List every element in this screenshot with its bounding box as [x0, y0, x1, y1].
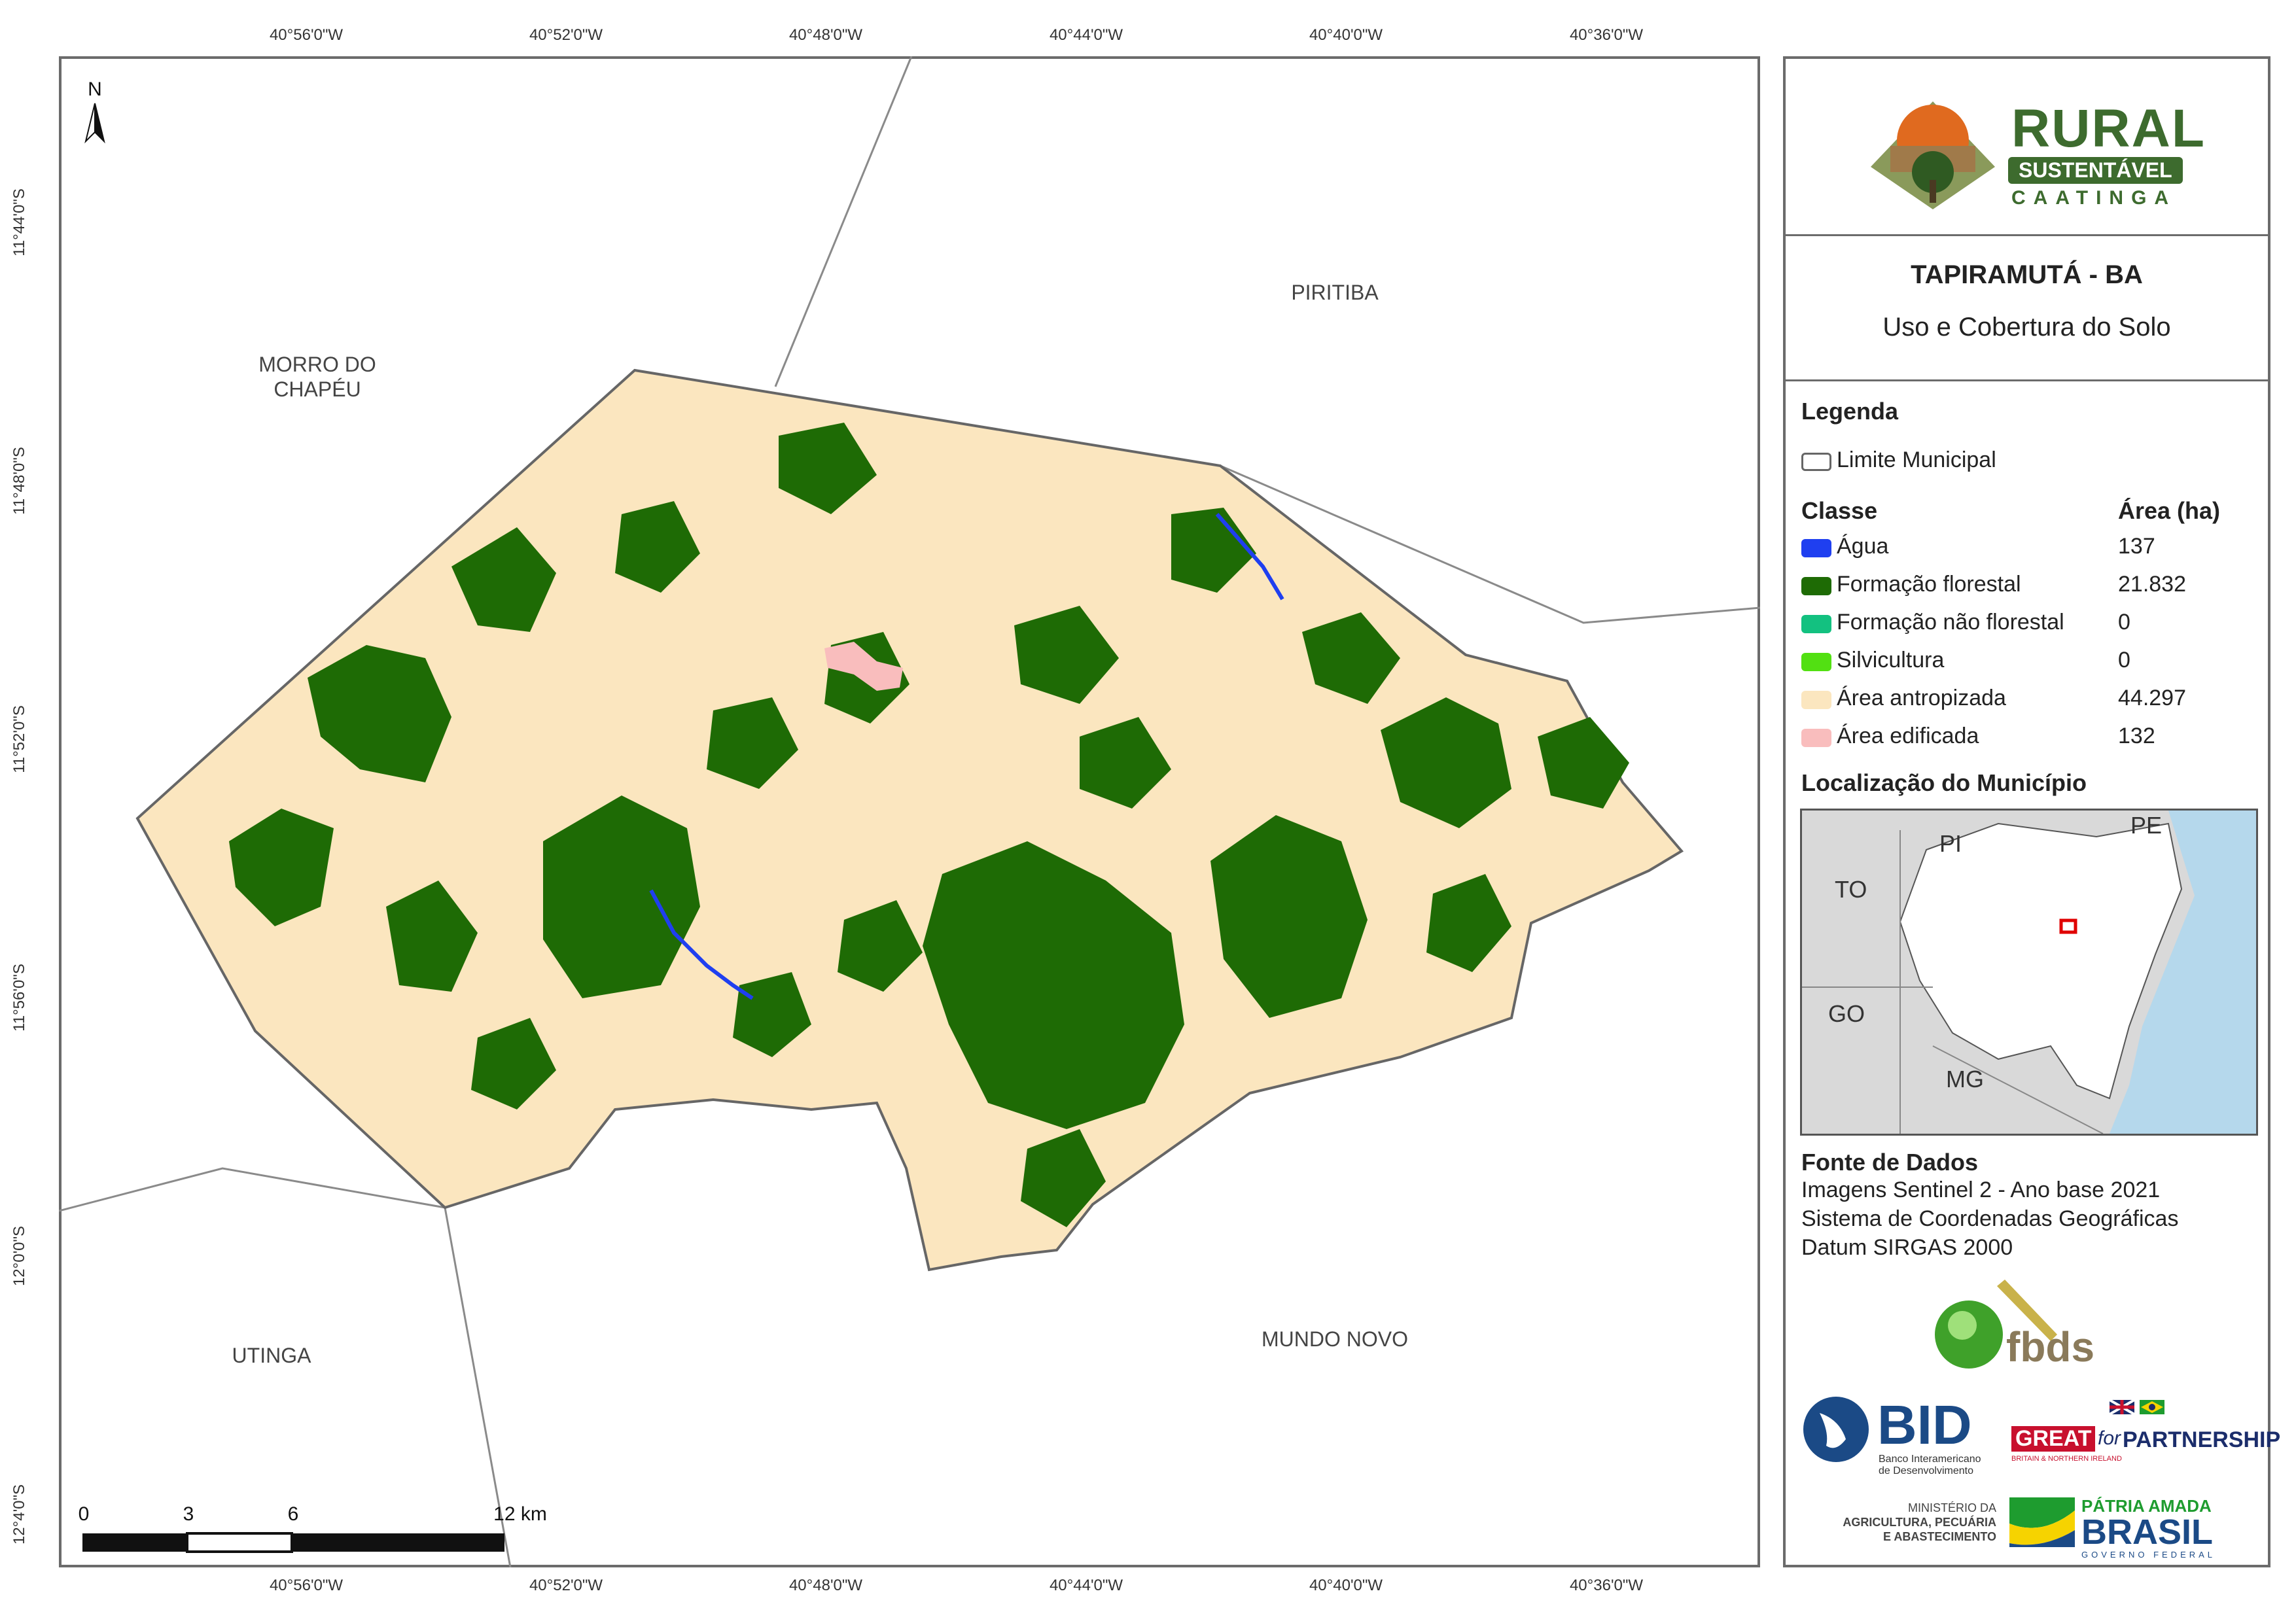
state-label-mg: MG: [1946, 1066, 1984, 1092]
uk-brazil-flags-icon: [2110, 1400, 2164, 1414]
map-subtitle: Uso e Cobertura do Solo: [1882, 313, 2171, 341]
bid-globe-icon: [1803, 1397, 1869, 1462]
tick-bottom-5: 40°40'0"W: [1309, 1577, 1383, 1594]
legend-class-header: Classe: [1801, 497, 1878, 524]
info-panel: RURAL SUSTENTÁVEL CAATINGA TAPIRAMUTÁ - …: [1783, 56, 2280, 1567]
tick-bottom-2: 40°52'0"W: [529, 1577, 603, 1594]
tick-top-4: 40°44'0"W: [1049, 26, 1123, 44]
tick-bottom-4: 40°44'0"W: [1049, 1577, 1123, 1594]
tick-top-6: 40°36'0"W: [1569, 26, 1644, 44]
legend-heading: Legenda: [1801, 398, 1899, 425]
bid-logo: BID Banco Interamericano de Desenvolvime…: [1800, 1393, 2016, 1478]
label-morro-do-chapeu: MORRO DO CHAPÉU: [258, 353, 376, 401]
state-label-pi: PI: [1939, 830, 1962, 857]
fbds-logo: fbds: [1933, 1276, 2103, 1374]
tick-bottom-3: 40°48'0"W: [788, 1577, 863, 1594]
logo-word-rural: RURAL: [2011, 99, 2206, 158]
tick-bottom-6: 40°36'0"W: [1569, 1577, 1644, 1594]
tick-left-2: 11°48'0"S: [10, 447, 28, 515]
scale-label-3: 3: [183, 1503, 194, 1525]
built-area: [824, 642, 903, 691]
tick-left-3: 11°52'0"S: [10, 705, 28, 773]
map-canvas: N: [59, 56, 1760, 1567]
logo-emblem-icon: [1871, 101, 1995, 209]
water-features: [649, 513, 1284, 1000]
source-line-2: Sistema de Coordenadas Geográficas: [1801, 1206, 2179, 1231]
logo-word-sustentavel: SUSTENTÁVEL: [2008, 157, 2183, 184]
boundary-swatch: [1801, 453, 1831, 471]
label-utinga: UTINGA: [232, 1344, 311, 1367]
label-piritiba: PIRITIBA: [1291, 281, 1379, 304]
north-label: N: [88, 79, 102, 100]
tick-left-1: 11°44'0"S: [10, 188, 28, 256]
state-label-pe: PE: [2130, 812, 2163, 839]
scale-label-12: 12 km: [493, 1503, 547, 1525]
location-inset: PI PE TO GO MG: [1800, 809, 2258, 1136]
rural-sustentavel-logo: RURAL SUSTENTÁVEL CAATINGA: [1786, 59, 2268, 236]
scale-bar: [82, 1532, 504, 1553]
scale-label-6: 6: [287, 1503, 299, 1525]
map-frame: [59, 56, 1760, 1567]
tick-left-4: 11°56'0"S: [10, 964, 28, 1032]
tick-left-5: 12°0'0"S: [10, 1225, 28, 1287]
tick-top-5: 40°40'0"W: [1309, 26, 1383, 44]
logo-word-caatinga: CAATINGA: [2011, 187, 2177, 209]
source-line-1: Imagens Sentinel 2 - Ano base 2021: [1801, 1178, 2161, 1202]
neighbor-boundaries: [59, 56, 1760, 1567]
government-logo: MINISTÉRIO DA AGRICULTURA, PECUÁRIA E AB…: [1843, 1496, 2216, 1560]
fbds-emblem-icon: [1935, 1280, 2057, 1369]
tick-bottom-1: 40°56'0"W: [269, 1577, 344, 1594]
tick-top-1: 40°56'0"W: [269, 26, 344, 44]
brasil-flag-icon: [2009, 1497, 2075, 1547]
source-line-3: Datum SIRGAS 2000: [1801, 1235, 2013, 1260]
north-arrow-icon: N: [84, 79, 105, 144]
label-mundo-novo: MUNDO NOVO: [1262, 1327, 1408, 1351]
tick-left-6: 12°4'0"S: [10, 1484, 28, 1545]
location-heading: Localização do Município: [1801, 769, 2087, 796]
location-map-icon: [1802, 811, 2256, 1134]
forest-patches: [229, 423, 1629, 1227]
state-label-go: GO: [1828, 1000, 1865, 1027]
source-heading: Fonte de Dados: [1801, 1149, 1979, 1176]
legend-area-header: Área (ha): [2118, 497, 2221, 524]
tick-top-3: 40°48'0"W: [788, 26, 863, 44]
map-title: TAPIRAMUTÁ - BA: [1911, 260, 2143, 289]
state-label-to: TO: [1835, 876, 1867, 903]
scale-label-0: 0: [78, 1503, 90, 1525]
tick-top-2: 40°52'0"W: [529, 26, 603, 44]
great-partnership-logo: GREAT for PARTNERSHIP BRITAIN & NORTHERN…: [2011, 1400, 2280, 1478]
